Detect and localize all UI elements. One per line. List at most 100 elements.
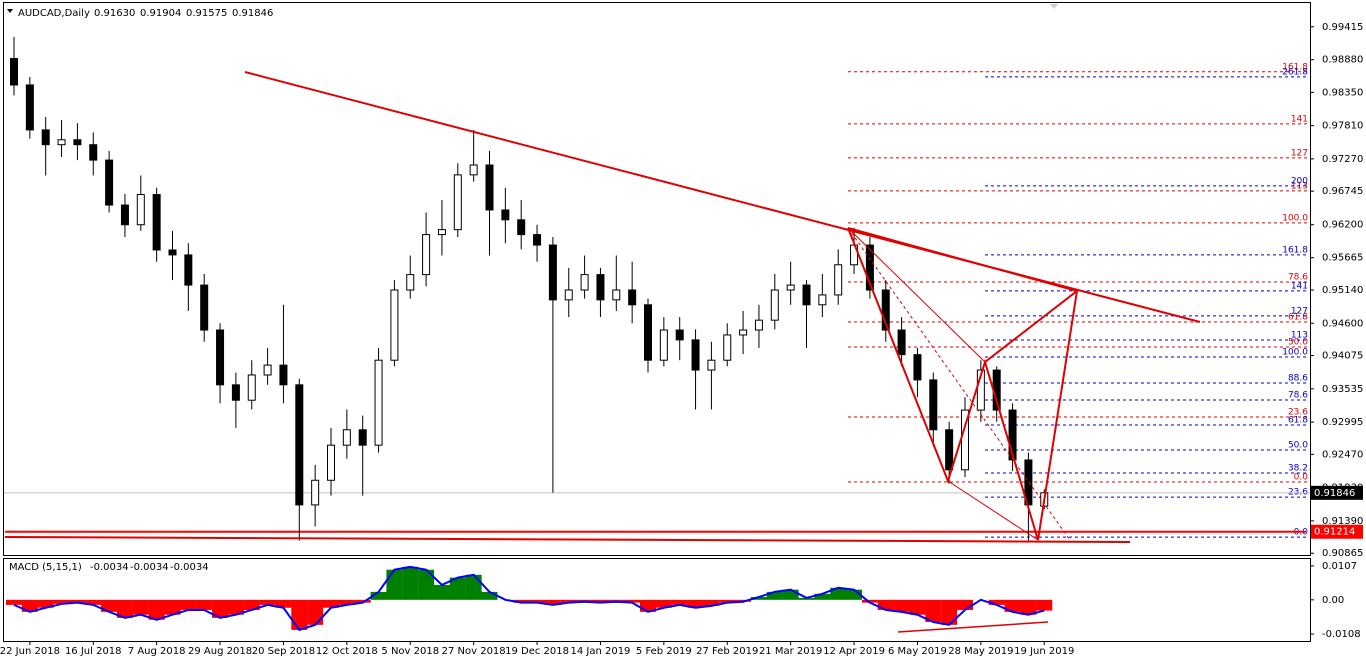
macd-divergence-line [897,621,1049,633]
candle-body [834,264,843,296]
x-tick-label: 27 Nov 2018 [442,646,506,657]
menu-arrow[interactable] [7,9,13,13]
fib-label: 261.8 [1282,67,1308,77]
candle-body [469,164,478,176]
y-tick-label: 0.95140 [1322,285,1363,296]
fib-label: 113 [1291,330,1308,340]
y-tick-label: 0.94075 [1322,351,1363,362]
candle-body [136,194,145,226]
macd-bar [1036,599,1053,611]
macd-bar [988,599,1005,605]
macd-readout: -0.0034 [170,562,209,573]
macd-bar [544,599,561,605]
fib-label: 0.0 [1294,473,1309,483]
candle-body [231,384,240,401]
candle-body [25,84,34,131]
macd-bar [196,599,213,610]
candle-body [564,289,573,301]
macd-bar [243,599,260,610]
candle-body [152,194,161,251]
symbol-title: AUDCAD,Daily [18,8,90,19]
harmonic-pattern [847,227,1079,541]
candle-body [691,339,700,371]
y-tick-label: 0.97810 [1322,121,1363,132]
macd-bar [671,599,688,605]
macd-bar [909,599,926,615]
x-tick-label: 28 May 2019 [948,646,1013,657]
fib-label: 127 [1291,306,1308,316]
macd-bar [861,599,878,603]
candle-body [913,354,922,381]
y-tick-label: 0.99415 [1322,22,1363,33]
candle-body [374,359,383,446]
x-tick-label: 12 Apr 2019 [823,646,885,657]
macd-bar [370,591,387,600]
candle-body [580,274,589,291]
macd-bar [386,569,403,600]
y-tick-label: 0.91390 [1322,516,1363,527]
x-tick-label: 19 Dec 2018 [505,646,569,657]
macd-bar [703,599,720,606]
x-tick-label: 7 Aug 2018 [128,646,186,657]
header-high: 0.91904 [140,8,181,19]
macd-bar [465,574,482,600]
macd-bar [116,599,133,618]
projection-line [847,227,1071,541]
macd-bar [750,596,767,600]
macd-bar [560,599,577,603]
candle-body [501,209,510,221]
x-tick-label: 14 Jan 2019 [570,646,630,657]
x-tick-label: 27 Feb 2019 [696,646,758,657]
header-low: 0.91575 [186,8,227,19]
macd-bar [307,599,324,625]
macd-bar [719,599,736,603]
fib-label: 200 [1291,176,1308,186]
candle-body [216,329,225,386]
candle-body [200,284,209,331]
price-label: 0.91846 [1314,488,1355,499]
candle-body [184,254,193,286]
macd-bar [323,599,339,608]
candle-body [263,364,272,376]
macd-bar [481,591,498,600]
candle-body [41,129,50,146]
marks-layer [6,36,1053,632]
fib-label: 61.8 [1288,416,1308,426]
macd-bar [354,599,371,603]
x-tick-label: 12 Oct 2018 [316,646,378,657]
y-tick-label: 0.92995 [1322,417,1363,428]
candle-body [390,289,399,361]
macd-bar [291,599,308,630]
macd-line [13,565,1045,632]
candle-body [295,384,304,506]
macd-bar [624,599,641,603]
candle-body [517,219,526,236]
candle-body [675,329,684,341]
drawings [4,71,1201,633]
candle-body [406,274,415,291]
y-tick-label: 0.96745 [1322,186,1363,197]
macd-bar [433,584,450,600]
candle-body [612,289,621,301]
macd-bar [338,599,355,605]
y-tick-label: 0.90865 [1322,548,1363,559]
x-tick-label: 19 Jun 2019 [1014,646,1074,657]
fib-label: 78.6 [1288,272,1308,282]
candle-body [754,319,763,331]
x-tick-label: 16 Jul 2018 [65,646,122,657]
candle-body [247,374,256,401]
x-tick-label: 22 Jun 2018 [0,646,60,657]
candle-body [786,284,795,291]
macd-bar [418,569,435,600]
alert-box [1311,524,1363,539]
candle-body [342,429,351,446]
macd-bar [402,566,419,600]
candle-body [929,379,938,431]
candle-body [453,174,462,231]
harmonic-pattern [947,480,1039,541]
scroll-marker [1050,4,1058,9]
candle-body [311,479,320,506]
candle-body [485,164,494,211]
x-tick-label: 6 May 2019 [888,646,947,657]
